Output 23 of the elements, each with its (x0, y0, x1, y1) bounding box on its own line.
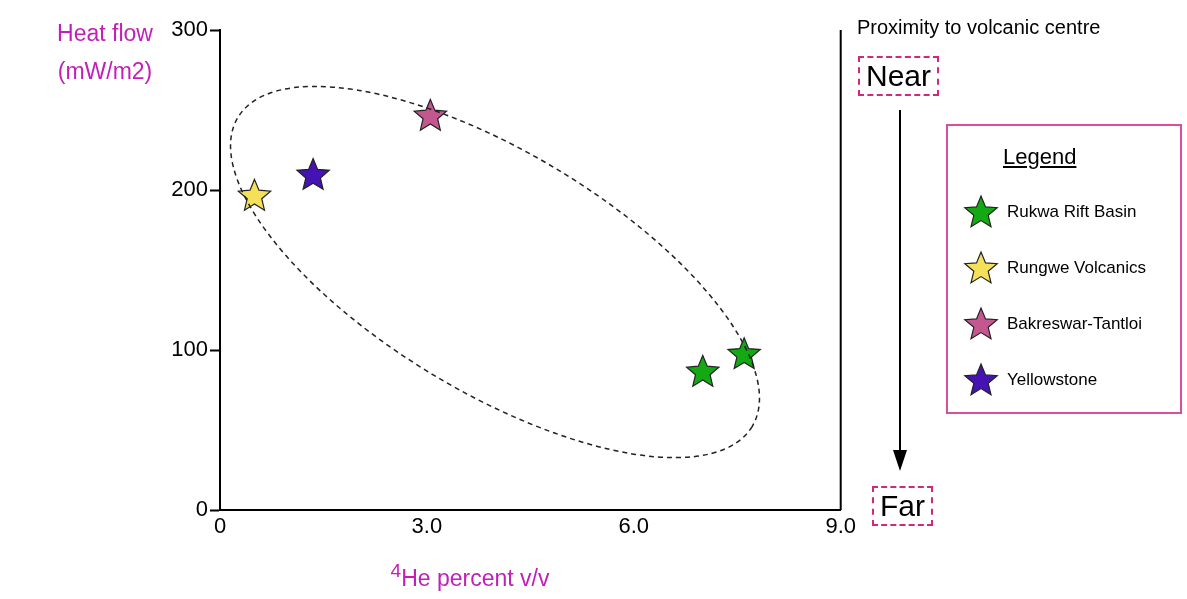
legend-label: Rukwa Rift Basin (1007, 202, 1137, 222)
y-tick-label: 0 (195, 496, 208, 522)
y-tick-label: 100 (171, 336, 208, 362)
text: Proximity to volcanic centre (857, 16, 1101, 39)
point (237, 178, 272, 211)
x-tick-label: 9.0 (825, 513, 857, 539)
x-tick-label: 6.0 (618, 513, 650, 539)
x-tick-label: 3.0 (411, 513, 443, 539)
x-axis-title: $^{4}$He percent v/v (389, 560, 551, 592)
text: Far (872, 486, 933, 526)
legend-label: Yellowstone (1007, 370, 1098, 390)
legend-label: Rungwe Volcanics (1007, 258, 1146, 278)
x-tick-label: 0 (213, 513, 227, 539)
legend-label: Bakreswar-Tantloi (1007, 314, 1143, 334)
y-tick-label: 200 (171, 176, 208, 202)
point (686, 354, 720, 387)
y-axis-title: Heat flow (mW/m2) (57, 20, 153, 84)
point (296, 158, 330, 190)
y-tick-label: 300 (171, 16, 208, 42)
point (413, 98, 448, 131)
point (727, 337, 761, 370)
legend-title: Legend (1003, 144, 1078, 170)
text: Near (858, 56, 940, 96)
